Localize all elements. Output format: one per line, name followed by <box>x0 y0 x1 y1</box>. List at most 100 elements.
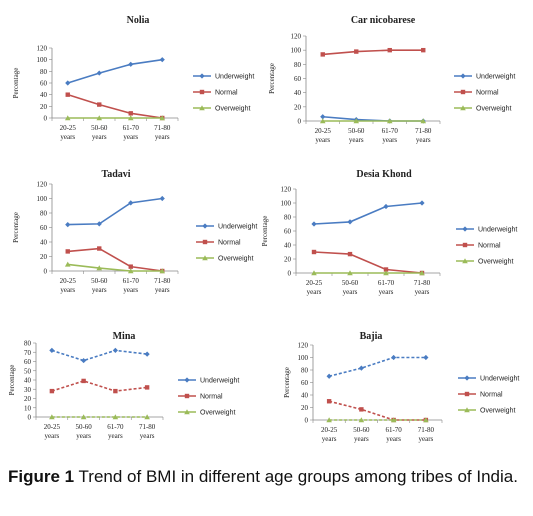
data-point <box>326 399 332 404</box>
x-tick-label: 20-25 <box>60 124 77 132</box>
y-tick-label: 80 <box>40 68 48 76</box>
series-line-normal <box>313 251 423 274</box>
y-tick-label: 40 <box>284 242 292 250</box>
y-tick-label: 120 <box>291 33 302 41</box>
y-tick-label: 80 <box>301 367 309 375</box>
y-tick-label: 60 <box>40 224 48 232</box>
x-tick-sublabel: years <box>343 288 358 296</box>
y-axis-label: Percentage <box>268 63 276 94</box>
series-line-normal <box>67 247 163 272</box>
x-tick-sublabel: years <box>92 133 107 141</box>
y-tick-label: 0 <box>44 268 48 276</box>
chart-tadavi: TadaviPercentage02040608010012020-25year… <box>12 169 257 294</box>
chart-title: Nolia <box>127 15 150 26</box>
x-tick-label: 50-60 <box>348 127 365 135</box>
data-point <box>311 249 317 255</box>
data-point <box>347 219 353 225</box>
x-tick-sublabel: years <box>60 133 75 141</box>
x-tick-label: 71-80 <box>154 124 171 132</box>
series-line-underweight <box>51 349 148 362</box>
data-point <box>390 417 397 423</box>
data-point <box>128 61 134 67</box>
y-tick-label: 20 <box>294 103 302 111</box>
legend-marker <box>199 73 205 79</box>
caption-text: Trend of BMI in different age groups amo… <box>78 467 518 486</box>
data-point <box>311 221 317 227</box>
caption-label: Figure 1 <box>8 467 75 486</box>
legend-marker <box>202 223 208 229</box>
data-point <box>326 417 332 423</box>
legend-marker <box>202 239 208 245</box>
y-tick-label: 40 <box>24 377 32 385</box>
data-point <box>49 347 55 353</box>
data-point <box>319 118 326 124</box>
series-line-normal <box>51 380 148 392</box>
y-tick-label: 80 <box>284 214 292 222</box>
x-tick-label: 50-60 <box>342 279 359 287</box>
data-point <box>159 57 165 63</box>
x-tick-sublabel: years <box>315 136 330 144</box>
data-point <box>96 70 102 76</box>
chart-car-nicobarese: Car nicobarese Percentage 0 20 40 60 80 100 120 2… <box>268 15 515 144</box>
y-tick-label: 40 <box>40 91 48 99</box>
data-point <box>320 52 325 57</box>
data-point <box>81 357 87 364</box>
x-tick-label: 61-70 <box>107 423 124 431</box>
legend-marker <box>462 242 468 248</box>
y-axis-label: Percentage <box>261 216 269 247</box>
data-point <box>383 270 389 276</box>
data-point <box>65 92 70 97</box>
legend-marker <box>184 409 190 415</box>
data-point <box>65 249 70 254</box>
x-tick-label: 20-25 <box>321 426 338 434</box>
x-tick-label: 61-70 <box>123 277 140 285</box>
series-line-underweight <box>67 197 163 226</box>
legend-marker <box>199 89 205 95</box>
data-point <box>97 246 102 251</box>
y-tick-label: 120 <box>37 45 48 53</box>
data-point <box>64 261 71 267</box>
chart-title: Bajia <box>360 331 383 342</box>
data-point <box>383 267 389 272</box>
y-tick-label: 40 <box>40 239 48 247</box>
legend-label: Overweight <box>478 259 513 266</box>
y-tick-label: 0 <box>288 270 292 278</box>
data-point <box>96 265 103 271</box>
y-tick-label: 0 <box>305 417 309 425</box>
chart-mina: MinaPercentage0102030405060708020-25year… <box>8 331 239 440</box>
chart-nolia: NoliaPercentage02040608010012020-25years… <box>12 15 254 141</box>
x-tick-label: 71-80 <box>418 426 435 434</box>
data-point <box>113 388 118 394</box>
data-point <box>353 118 360 124</box>
x-tick-sublabel: years <box>92 286 107 294</box>
data-point <box>423 354 429 361</box>
data-point <box>144 351 150 357</box>
legend-label: Underweight <box>476 74 515 81</box>
y-axis-label: Percentage <box>8 365 16 396</box>
legend-label: Underweight <box>478 227 517 234</box>
y-tick-label: 40 <box>301 392 309 400</box>
x-tick-sublabel: years <box>123 286 138 294</box>
legend-label: Underweight <box>480 376 519 383</box>
figure-caption: Figure 1 Trend of BMI in different age g… <box>8 466 528 488</box>
x-tick-label: 20-25 <box>44 423 61 431</box>
chart-title: Tadavi <box>101 169 130 180</box>
data-point <box>359 407 364 412</box>
x-tick-label: 20-25 <box>306 279 323 287</box>
y-axis-label: Percentage <box>12 212 20 243</box>
y-tick-label: 50 <box>24 367 32 375</box>
charts-svg: NoliaPercentage02040608010012020-25years… <box>8 15 519 443</box>
data-point <box>159 268 166 274</box>
legend-label: Underweight <box>215 74 254 81</box>
data-point <box>347 270 353 276</box>
data-point <box>144 414 150 420</box>
legend-marker <box>460 105 466 111</box>
chart-title: Mina <box>113 331 136 342</box>
x-tick-sublabel: years <box>123 133 138 141</box>
legend-marker <box>184 393 190 399</box>
legend-label: Normal <box>215 90 238 97</box>
y-tick-label: 60 <box>284 228 292 236</box>
legend-marker <box>460 89 466 95</box>
legend-label: Normal <box>476 90 499 97</box>
data-point <box>159 115 166 121</box>
